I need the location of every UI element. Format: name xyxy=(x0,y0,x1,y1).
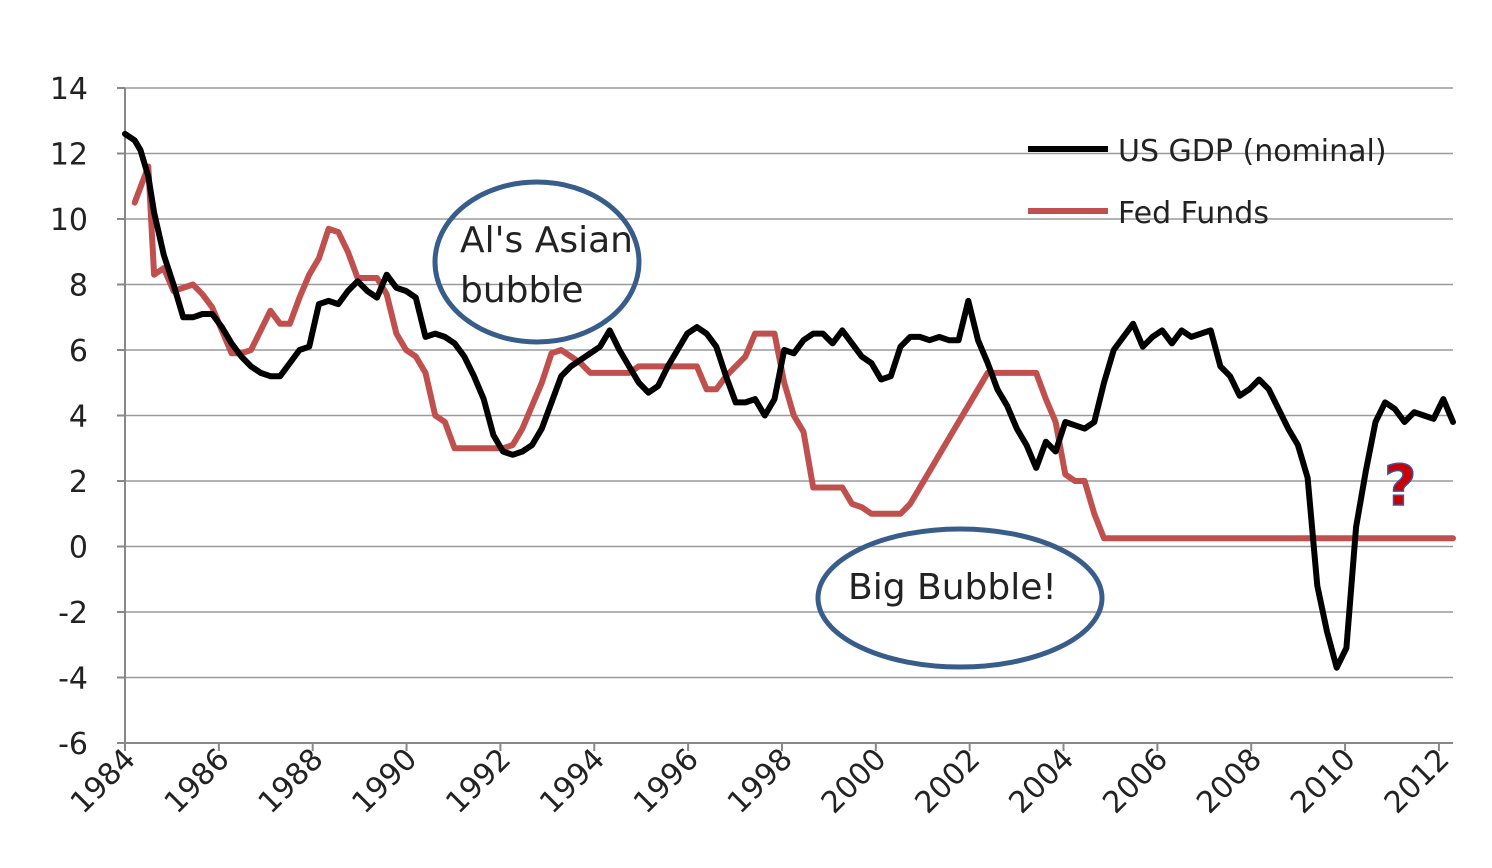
asian-bubble-label-line1: Al's Asian xyxy=(460,220,633,261)
x-tick-label: 1988 xyxy=(252,742,331,821)
asian-bubble-ellipse xyxy=(432,179,642,345)
x-tick-label: 1990 xyxy=(345,742,424,821)
x-tick-label: 2002 xyxy=(909,742,988,821)
x-tick-label: 2012 xyxy=(1378,742,1457,821)
x-tick-label: 2004 xyxy=(1002,742,1081,821)
annotations: Al's Asian bubble Big Bubble! ? xyxy=(432,179,1417,670)
x-tick-label: 1986 xyxy=(158,742,237,821)
legend: US GDP (nominal) Fed Funds xyxy=(1028,134,1387,231)
series-line-fedfunds xyxy=(131,163,1456,542)
question-mark: ? xyxy=(1384,454,1416,519)
series-line-gdp xyxy=(122,130,1456,671)
y-tick-label: -4 xyxy=(58,662,88,697)
y-tick-label: 12 xyxy=(50,138,88,173)
x-tick-label: 1996 xyxy=(627,742,706,821)
y-tick-label: 4 xyxy=(69,400,88,435)
y-tick-label: 0 xyxy=(69,531,88,566)
x-tick-label: 1992 xyxy=(439,742,518,821)
big-bubble-ellipse xyxy=(815,526,1105,670)
y-tick-label: 10 xyxy=(50,203,88,238)
y-tick-label: -2 xyxy=(58,596,88,631)
x-tick-label: 2000 xyxy=(815,742,894,821)
y-tick-label: 8 xyxy=(69,269,88,304)
y-tick-label: 14 xyxy=(50,72,88,107)
x-tick-label: 2010 xyxy=(1284,742,1363,821)
x-tick-label: 1998 xyxy=(721,742,800,821)
series-lines xyxy=(122,130,1456,671)
x-tick-labels: 1984 1986 1988 1990 1992 1994 1996 1998 2000 2002… xyxy=(64,742,1457,821)
legend-label-gdp: US GDP (nominal) xyxy=(1118,134,1387,169)
x-tick-label: 2008 xyxy=(1190,742,1269,821)
x-tick-label: 1994 xyxy=(533,742,612,821)
big-bubble-label: Big Bubble! xyxy=(848,567,1057,608)
y-tick-label: 6 xyxy=(69,334,88,369)
y-tick-label: 2 xyxy=(69,465,88,500)
y-tick-label: -6 xyxy=(58,727,88,762)
asian-bubble-label-line2: bubble xyxy=(460,270,584,311)
y-tick-labels: 14 12 10 8 6 4 2 0 -2 -4 -6 xyxy=(50,72,125,762)
x-tick-label: 2006 xyxy=(1096,742,1175,821)
legend-label-fedfunds: Fed Funds xyxy=(1118,196,1269,231)
